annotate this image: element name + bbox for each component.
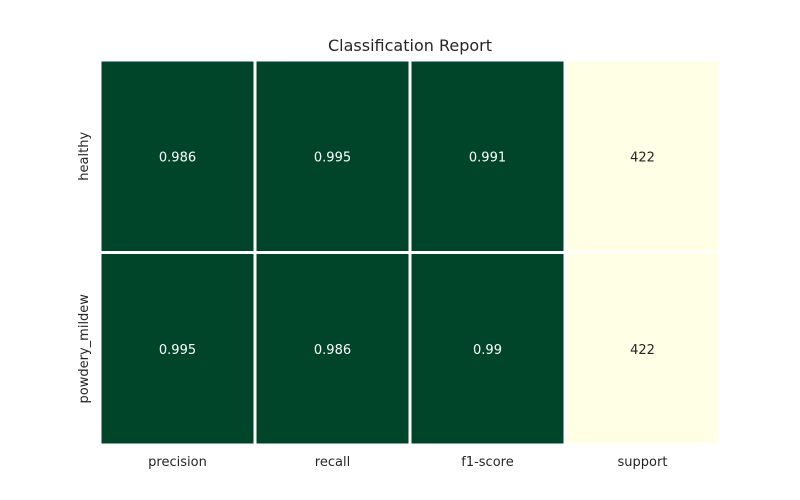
heatmap-cell (566, 61, 719, 251)
cell-value-label: 0.986 (314, 343, 351, 358)
heatmap-cells: 0.986 0.995 0.991 422 0.995 0.986 0.99 422 (101, 61, 719, 444)
x-tick-label: recall (315, 455, 350, 470)
y-tick-label: powdery_mildew (77, 294, 92, 404)
cell-value-label: 0.995 (314, 150, 351, 165)
x-axis-ticks: precision recall f1-score support (148, 455, 667, 470)
heatmap-cell (256, 254, 409, 444)
cell-value-label: 0.986 (159, 150, 196, 165)
heatmap-cell (566, 254, 719, 444)
x-tick-label: precision (148, 455, 207, 470)
cell-value-label: 0.995 (159, 343, 196, 358)
cell-value-label: 422 (630, 150, 655, 165)
heatmap-cell (101, 254, 254, 444)
heatmap-cell (101, 61, 254, 251)
y-axis-ticks: healthy powdery_mildew (77, 132, 92, 404)
heatmap-cell (411, 61, 564, 251)
y-tick-label: healthy (77, 132, 92, 181)
heatmap-cell (411, 254, 564, 444)
heatmap-cell (256, 61, 409, 251)
cell-value-label: 422 (630, 343, 655, 358)
x-tick-label: support (618, 455, 668, 470)
cell-value-label: 0.991 (469, 150, 506, 165)
x-tick-label: f1-score (461, 455, 513, 470)
cell-value-label: 0.99 (473, 343, 502, 358)
chart-title: Classification Report (328, 36, 492, 55)
